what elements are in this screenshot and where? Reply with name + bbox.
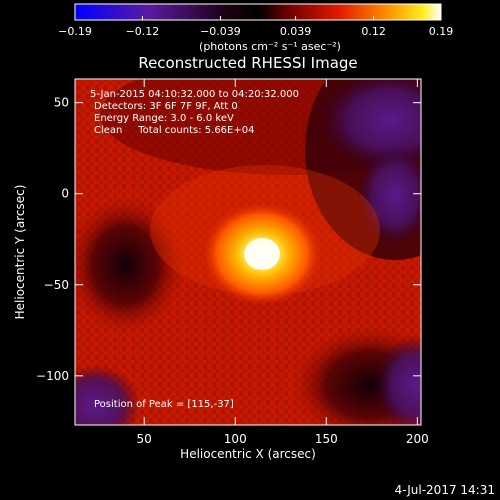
y-axis-label: Heliocentric Y (arcsec) bbox=[13, 185, 27, 320]
y-tick-label: −50 bbox=[44, 278, 69, 292]
colorbar-tick-label: −0.039 bbox=[200, 25, 241, 38]
x-tick-label: 200 bbox=[406, 432, 429, 446]
x-tick-label: 50 bbox=[137, 432, 152, 446]
annotation-energy: Energy Range: 3.0 - 6.0 keV bbox=[94, 113, 234, 124]
annotation-time: 5-Jan-2015 04:10:32.000 to 04:20:32.000 bbox=[90, 89, 299, 100]
info-annotations: 5-Jan-2015 04:10:32.000 to 04:20:32.000 … bbox=[90, 89, 299, 136]
y-tick-label: −100 bbox=[36, 369, 69, 383]
x-tick-label: 100 bbox=[224, 432, 247, 446]
heatmap-image bbox=[75, 79, 421, 425]
x-axis-label: Heliocentric X (arcsec) bbox=[180, 447, 316, 461]
colorbar-ticks: −0.19 −0.12 −0.039 0.039 0.12 0.19 bbox=[58, 16, 453, 38]
colorbar-tick-label: 0.12 bbox=[361, 25, 386, 38]
colorbar-tick-label: −0.19 bbox=[58, 25, 92, 38]
colorbar-frame bbox=[74, 3, 442, 21]
y-tick-label: 0 bbox=[61, 187, 69, 201]
colorbar-label: (photons cm⁻² s⁻¹ asec⁻²) bbox=[199, 40, 341, 53]
footer-timestamp: 4-Jul-2017 14:31 bbox=[395, 483, 495, 497]
colorbar-tick-label: 0.039 bbox=[280, 25, 312, 38]
colorbar-tick-label: 0.19 bbox=[429, 25, 454, 38]
annotation-detectors: Detectors: 3F 6F 7F 9F, Att 0 bbox=[94, 101, 238, 112]
x-axis: 50 100 150 200 bbox=[137, 79, 429, 446]
peak-position-label: Position of Peak = [115,-37] bbox=[94, 399, 234, 410]
colorbar bbox=[75, 4, 441, 20]
y-axis: 50 0 −50 −100 bbox=[36, 96, 421, 383]
chart-title: Reconstructed RHESSI Image bbox=[138, 54, 357, 72]
plot-frame bbox=[74, 78, 422, 426]
x-tick-label: 150 bbox=[315, 432, 338, 446]
colorbar-tick-label: −0.12 bbox=[126, 25, 160, 38]
annotation-clean: Clean Total counts: 5.66E+04 bbox=[94, 125, 254, 136]
y-tick-label: 50 bbox=[54, 96, 69, 110]
